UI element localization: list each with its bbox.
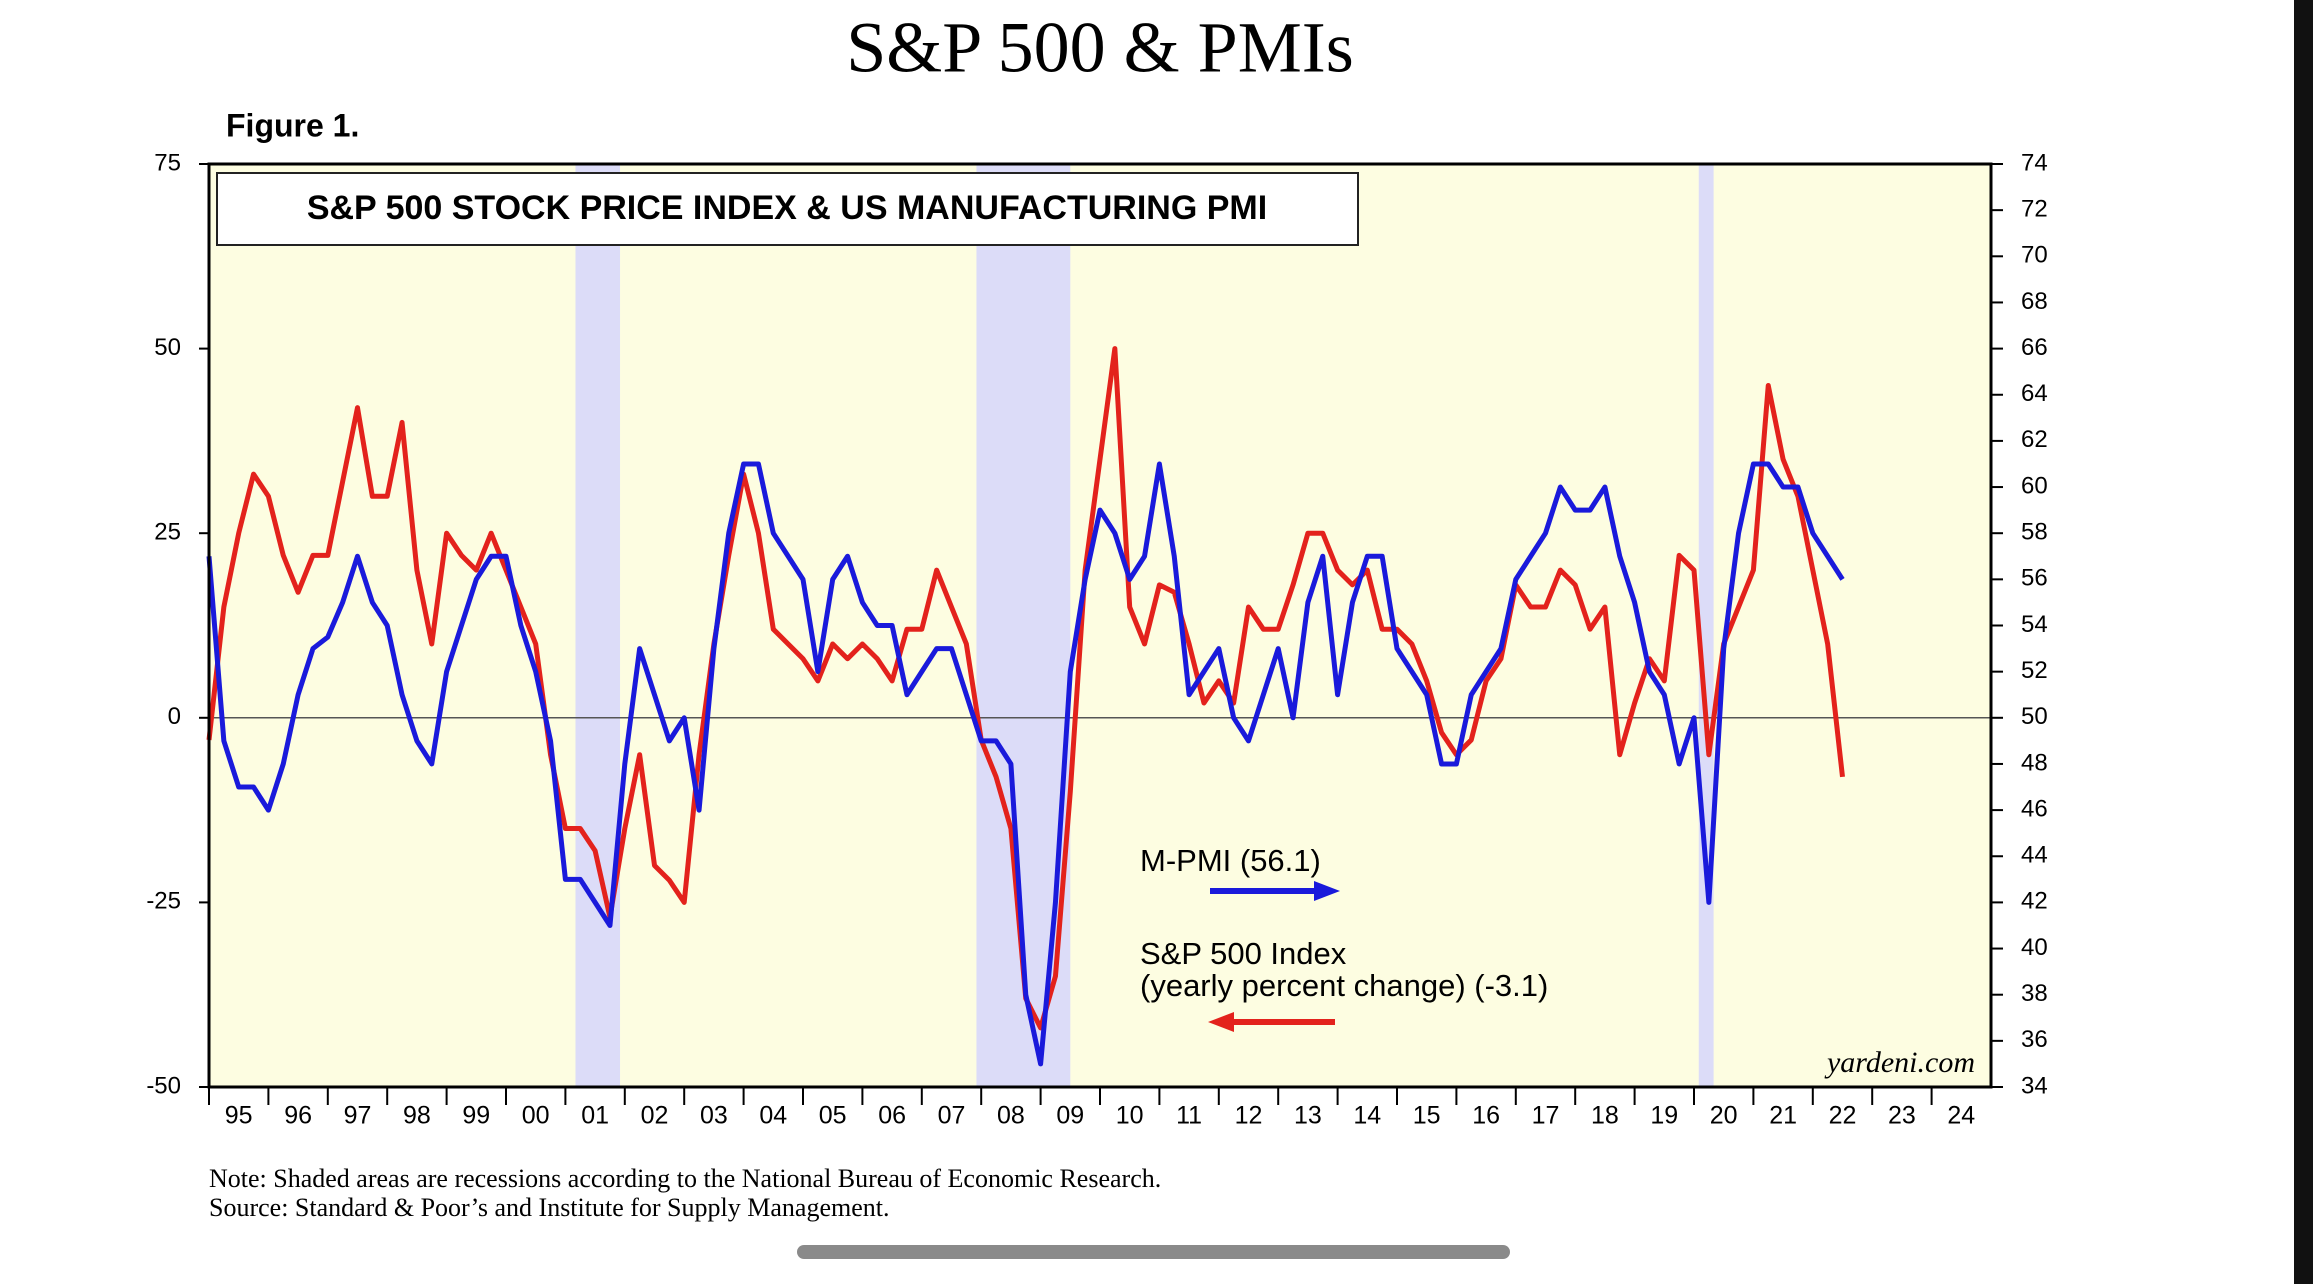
- figure-label: Figure 1.: [226, 107, 359, 143]
- recession-band: [1698, 164, 1714, 1087]
- x-tick-label: 11: [1176, 1102, 1202, 1130]
- scroll-bar[interactable]: [797, 1245, 1510, 1259]
- y2-tick-label: 74: [2021, 149, 2048, 176]
- x-tick-label: 10: [1116, 1102, 1144, 1130]
- x-tick-label: 99: [462, 1102, 490, 1130]
- legend-note: (yearly percent change) (-3.1): [1140, 968, 1548, 1003]
- title-box: [216, 172, 1359, 246]
- legend-label: M-PMI (56.1): [1140, 843, 1321, 878]
- y2-tick-label: 56: [2021, 565, 2048, 592]
- y2-tick-label: 44: [2021, 842, 2048, 869]
- x-tick-label: 12: [1235, 1102, 1263, 1130]
- y-tick-label: 0: [168, 703, 181, 730]
- y2-tick-label: 62: [2021, 426, 2048, 453]
- y2-tick-label: 52: [2021, 657, 2048, 684]
- x-tick-label: 20: [1710, 1102, 1738, 1130]
- x-tick-label: 18: [1591, 1102, 1619, 1130]
- series-layer: [206, 346, 1845, 1067]
- x-tick-label: 09: [1056, 1102, 1084, 1130]
- x-tick-label: 15: [1413, 1102, 1441, 1130]
- x-tick-label: 95: [225, 1102, 253, 1130]
- x-tick-label: 23: [1888, 1102, 1916, 1130]
- y-tick-label: -50: [146, 1072, 181, 1099]
- legend-arrowhead: [1314, 881, 1340, 901]
- x-tick-label: 08: [997, 1102, 1025, 1130]
- chart-title: S&P 500 STOCK PRICE INDEX & US MANUFACTU…: [307, 189, 1267, 227]
- x-tick-label: 17: [1532, 1102, 1560, 1130]
- x-tick-label: 13: [1294, 1102, 1322, 1130]
- x-tick-label: 00: [522, 1102, 550, 1130]
- y2-tick-label: 50: [2021, 703, 2048, 730]
- screen-edge: [2294, 0, 2313, 1284]
- x-tick-label: 96: [284, 1102, 312, 1130]
- x-tick-label: 16: [1472, 1102, 1500, 1130]
- y2-tick-label: 68: [2021, 288, 2048, 315]
- x-tick-label: 06: [878, 1102, 906, 1130]
- x-tick-label: 98: [403, 1102, 431, 1130]
- legend-arrowhead: [1208, 1012, 1234, 1032]
- source-mark: yardeni.com: [1824, 1046, 1975, 1079]
- x-tick-label: 24: [1947, 1102, 1975, 1130]
- y2-tick-label: 40: [2021, 934, 2048, 961]
- note: Source: Standard & Poor’s and Institute …: [209, 1193, 889, 1222]
- y2-tick-label: 48: [2021, 749, 2048, 776]
- legend-label: S&P 500 Index: [1140, 936, 1347, 971]
- x-tick-label: 01: [581, 1102, 609, 1130]
- y2-tick-label: 38: [2021, 980, 2048, 1007]
- note: Note: Shaded areas are recessions accord…: [209, 1164, 1161, 1193]
- x-tick-label: 14: [1353, 1102, 1381, 1130]
- x-tick-label: 03: [700, 1102, 728, 1130]
- y-tick-label: -25: [146, 888, 181, 915]
- y2-tick-label: 60: [2021, 472, 2048, 499]
- page-title: S&P 500 & PMIs: [846, 8, 1353, 88]
- y2-tick-label: 42: [2021, 888, 2048, 915]
- y-tick-label: 50: [154, 334, 181, 361]
- y2-tick-label: 34: [2021, 1072, 2048, 1099]
- x-tick-label: 07: [938, 1102, 966, 1130]
- y2-tick-label: 66: [2021, 334, 2048, 361]
- x-tick-label: 04: [759, 1102, 787, 1130]
- series-line: [206, 461, 1845, 1067]
- plot-background: [209, 164, 1991, 1087]
- x-tick-label: 05: [819, 1102, 847, 1130]
- y2-tick-label: 70: [2021, 242, 2048, 269]
- x-tick-label: 19: [1650, 1102, 1678, 1130]
- y2-tick-label: 54: [2021, 611, 2048, 638]
- y2-tick-label: 72: [2021, 195, 2048, 222]
- y-tick-label: 25: [154, 519, 181, 546]
- y-tick-label: 75: [154, 149, 181, 176]
- x-tick-label: 22: [1829, 1102, 1857, 1130]
- y2-tick-label: 36: [2021, 1026, 2048, 1053]
- y2-tick-label: 64: [2021, 380, 2048, 407]
- recession-band: [575, 164, 621, 1087]
- x-tick-label: 02: [641, 1102, 669, 1130]
- x-tick-label: 21: [1769, 1102, 1797, 1130]
- y2-tick-label: 46: [2021, 795, 2048, 822]
- y2-tick-label: 58: [2021, 519, 2048, 546]
- x-tick-label: 97: [344, 1102, 372, 1130]
